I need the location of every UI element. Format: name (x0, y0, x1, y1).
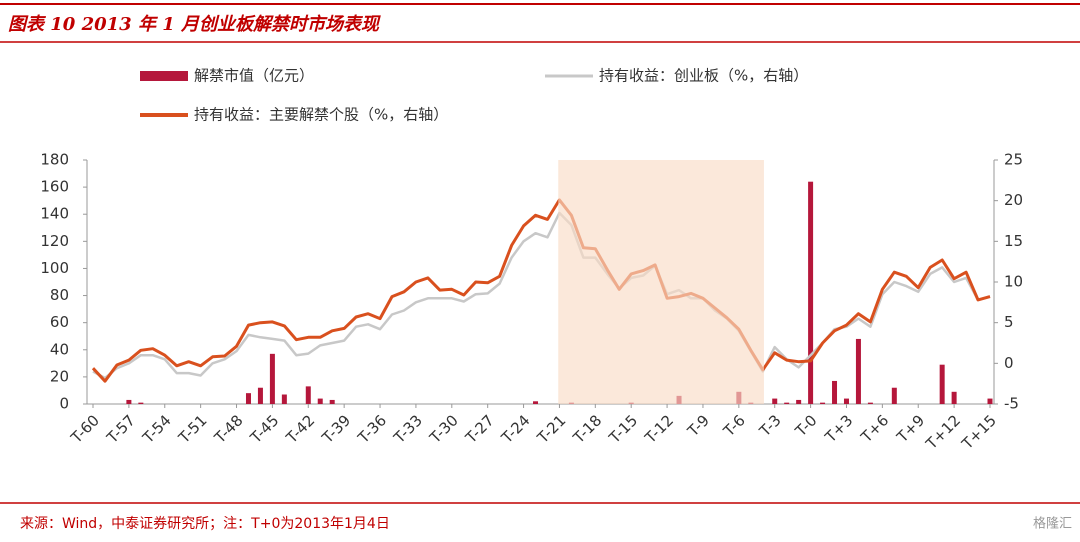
highlight-band (558, 160, 764, 404)
bar (281, 394, 287, 404)
x-tick-label: T-0 (791, 411, 821, 441)
y-tick-label: 100 (40, 259, 69, 277)
bar (855, 338, 861, 404)
bar (987, 398, 993, 404)
x-tick-label: T-21 (533, 411, 569, 447)
y2-tick-label: 10 (1004, 273, 1023, 291)
x-tick-label: T-54 (138, 411, 174, 447)
x-tick-label: T-9 (683, 411, 713, 441)
y-tick-label: 0 (59, 395, 69, 413)
bar (867, 402, 873, 404)
x-tick-label: T-3 (755, 411, 785, 441)
y2-tick-label: 0 (1004, 354, 1014, 372)
y2-tick-label: -5 (1004, 395, 1019, 413)
legend-label: 持有收益：创业板（%，右轴） (599, 67, 808, 85)
bar (939, 364, 945, 404)
y-tick-label: 180 (40, 151, 69, 169)
x-tick-label: T+6 (857, 411, 893, 447)
y2-tick-label: 5 (1004, 313, 1014, 331)
x-tick-label: T-36 (354, 411, 390, 447)
source-note: 来源：Wind，中泰证券研究所；注：T+0为2013年1月4日 (20, 516, 390, 532)
x-tick-label: T-27 (461, 411, 497, 447)
bar (843, 398, 849, 404)
bar (533, 401, 539, 404)
bar (796, 399, 802, 404)
y-tick-label: 160 (40, 178, 69, 196)
bar (820, 402, 826, 404)
legend-label: 持有收益：主要解禁个股（%，右轴） (194, 106, 448, 124)
y2-tick-label: 25 (1004, 151, 1023, 169)
x-tick-label: T-15 (605, 411, 641, 447)
x-tick-label: T-24 (497, 411, 533, 447)
x-tick-label: T-12 (641, 411, 677, 447)
bar (257, 387, 263, 404)
x-tick-label: T-57 (103, 411, 139, 447)
x-tick-label: T+3 (821, 411, 857, 447)
y-tick-label: 120 (40, 232, 69, 250)
legend-swatch (140, 71, 188, 81)
y-tick-label: 40 (50, 340, 69, 358)
x-tick-label: T-51 (174, 411, 210, 447)
bar (126, 399, 132, 404)
y-tick-label: 140 (40, 205, 69, 223)
y2-tick-label: 15 (1004, 232, 1023, 250)
x-tick-label: T-39 (318, 411, 354, 447)
x-tick-label: T-33 (390, 411, 426, 447)
legend-label: 解禁市值（亿元） (194, 67, 314, 85)
bar (832, 380, 838, 404)
bar (808, 181, 814, 404)
x-tick-label: T+15 (958, 411, 1000, 453)
bar (891, 387, 897, 404)
bar (269, 353, 275, 404)
bar (317, 398, 323, 404)
x-tick-label: T-6 (719, 411, 749, 441)
x-tick-label: T-18 (569, 411, 605, 447)
chart-title: 图表 10 2013 年 1 月创业板解禁时市场表现 (8, 14, 381, 35)
bar (772, 398, 778, 404)
y-tick-label: 20 (50, 367, 69, 385)
bar (305, 386, 311, 404)
line (91, 198, 991, 383)
y-tick-label: 80 (50, 286, 69, 304)
watermark: 格隆汇 (1033, 516, 1072, 532)
bar (245, 393, 251, 404)
y-tick-label: 60 (50, 313, 69, 331)
bar (951, 391, 957, 404)
bar (784, 402, 790, 404)
x-tick-label: T-48 (210, 411, 246, 447)
y2-tick-label: 20 (1004, 191, 1023, 209)
x-tick-label: T+12 (922, 411, 964, 453)
x-tick-label: T-30 (426, 411, 462, 447)
x-tick-label: T-42 (282, 411, 318, 447)
x-tick-label: T-60 (67, 411, 103, 447)
bar (329, 399, 335, 404)
bar (138, 402, 144, 404)
x-tick-label: T-45 (246, 411, 282, 447)
